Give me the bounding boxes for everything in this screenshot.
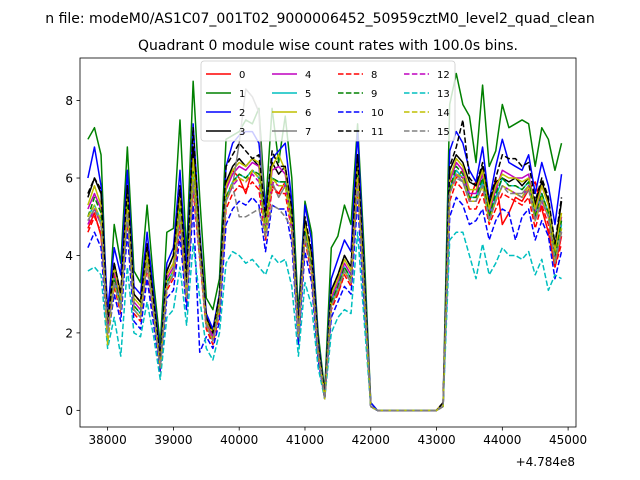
plot-frame [79,57,577,428]
x-tick-label: 45000 [549,433,587,447]
y-tick-label: 4 [65,249,73,263]
x-tick-label: 43000 [417,433,455,447]
legend-label-2: 2 [239,108,245,119]
x-tick-label: 40000 [220,433,258,447]
x-tick-label: 44000 [483,433,521,447]
x-axis-offset-label: +4.784e8 [516,455,575,469]
legend-label-1: 1 [239,89,245,100]
x-tick-label: 42000 [352,433,390,447]
legend-label-9: 9 [371,89,377,100]
legend-label-10: 10 [371,108,384,119]
legend-label-6: 6 [305,108,311,119]
axes-layer: 38000 39000 40000 41000 42000 43000 44000 45000… [65,57,587,447]
series-line-15 [87,177,563,412]
x-tick-label: 39000 [154,433,192,447]
legend-label-11: 11 [371,127,384,138]
y-tick-label: 0 [65,404,73,418]
x-tick-label: 38000 [89,433,127,447]
x-tick-label: 41000 [286,433,324,447]
chart-title: Quadrant 0 module wise count rates with … [138,38,518,54]
legend-label-14: 14 [437,108,450,119]
legend-label-8: 8 [371,70,377,81]
y-tick-label: 6 [65,172,73,186]
series-layer [87,72,563,412]
legend-label-3: 3 [239,127,245,138]
y-tick-label: 8 [65,94,73,108]
y-tick-label: 2 [65,326,73,340]
series-line-14 [87,169,563,412]
legend-label-13: 13 [437,89,450,100]
legend-label-4: 4 [305,70,311,81]
legend-frame [200,60,456,142]
figure-suptitle: n file: modeM0/AS1C07_001T02_9000006452_… [45,11,594,27]
legend-label-0: 0 [239,70,245,81]
legend-label-12: 12 [437,70,450,81]
legend-label-7: 7 [305,127,311,138]
legend-label-5: 5 [305,89,311,100]
legend-label-15: 15 [437,127,450,138]
